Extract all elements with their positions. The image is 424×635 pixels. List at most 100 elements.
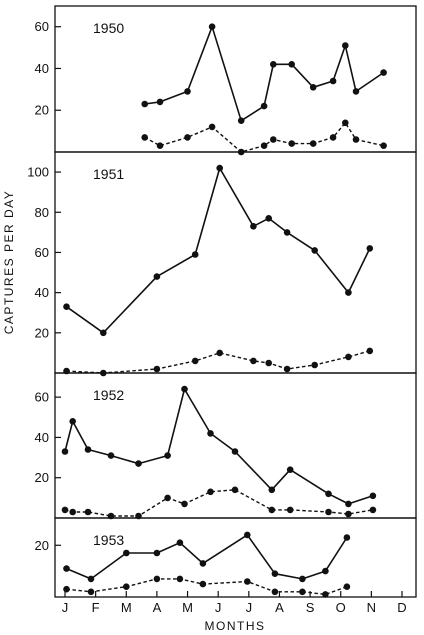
data-point-dashed (156, 142, 164, 149)
data-point-dashed (181, 500, 188, 508)
y-tick-label: 40 (35, 430, 49, 445)
data-point-solid (216, 164, 223, 172)
y-tick-label: 20 (35, 325, 49, 340)
y-tick-label: 20 (35, 470, 49, 485)
data-point-dashed (231, 486, 239, 494)
y-tick-label: 80 (35, 205, 49, 220)
x-tick-label: F (92, 600, 100, 615)
data-point-dashed (366, 347, 374, 355)
data-point-solid (265, 215, 273, 222)
data-point-solid (231, 448, 239, 455)
data-point-dashed (176, 575, 184, 583)
panel-year-label: 1953 (93, 532, 124, 548)
data-point-dashed (199, 580, 207, 588)
data-point-dashed (87, 588, 95, 596)
data-point-dashed (288, 140, 296, 147)
data-point-dashed (352, 136, 360, 143)
y-tick-label: 60 (35, 19, 49, 34)
data-point-dashed (369, 506, 377, 514)
data-point-solid (63, 565, 70, 572)
data-point-solid (156, 98, 164, 106)
x-tick-label: J (215, 600, 222, 615)
data-point-dashed (207, 488, 214, 496)
y-tick-label: 20 (35, 538, 49, 553)
data-point-solid (322, 567, 329, 575)
x-tick-label: J (62, 600, 69, 615)
panel-1953: 20 1953 (35, 517, 417, 598)
panel-year-label: 1950 (93, 20, 124, 36)
data-point-dashed (191, 357, 199, 365)
data-point-solid (164, 452, 171, 459)
data-point-dashed (61, 506, 69, 514)
data-point-solid (199, 560, 207, 567)
data-point-solid (244, 531, 251, 539)
y-tick-label: 100 (27, 165, 49, 180)
data-point-solid (271, 570, 279, 577)
data-point-dashed (343, 583, 351, 590)
y-axis-title: CAPTURES PER DAY (2, 190, 16, 334)
y-tick-label: 20 (35, 103, 49, 118)
data-point-solid (250, 223, 257, 230)
data-point-solid (369, 492, 377, 500)
data-point-dashed (216, 349, 223, 357)
data-point-solid (329, 77, 337, 85)
x-tick-label: M (182, 600, 193, 615)
series-line-solid (64, 388, 374, 505)
panel-year-label: 1952 (93, 387, 124, 403)
data-point-dashed (271, 588, 279, 596)
data-point-solid (123, 549, 130, 557)
series-line-dashed (66, 350, 370, 374)
data-point-solid (207, 430, 214, 437)
data-point-solid (63, 303, 70, 311)
data-point-solid (345, 500, 352, 508)
data-point-dashed (322, 591, 329, 598)
y-tick-label: 60 (35, 245, 49, 260)
x-tick-label: M (121, 600, 132, 615)
data-point-solid (260, 102, 268, 110)
data-point-solid (286, 466, 294, 474)
panel-year-label: 1951 (93, 166, 124, 182)
data-point-solid (61, 448, 69, 455)
data-point-solid (141, 100, 148, 108)
data-point-solid (181, 385, 188, 393)
panel-frame (54, 517, 417, 598)
data-point-solid (100, 329, 107, 337)
data-point-solid (380, 69, 387, 76)
data-point-solid (343, 534, 351, 541)
data-point-solid (208, 23, 216, 31)
x-tick-label: A (153, 600, 162, 615)
data-point-solid (237, 117, 245, 124)
data-point-dashed (153, 575, 161, 583)
panel-1951: 20 40 60 80 100 1951 (27, 151, 417, 377)
data-point-dashed (309, 140, 317, 147)
data-point-solid (345, 289, 352, 296)
data-point-dashed (84, 508, 92, 516)
data-point-solid (153, 273, 161, 280)
data-point-dashed (63, 585, 70, 593)
data-point-solid (309, 84, 317, 91)
data-point-solid (69, 418, 76, 425)
data-point-solid (153, 549, 161, 557)
panel-1950: 20 40 60 1950 (35, 5, 417, 156)
data-point-solid (84, 446, 92, 453)
data-point-dashed (268, 506, 276, 514)
data-point-dashed (164, 494, 171, 502)
y-tick-label: 40 (35, 61, 49, 76)
data-point-solid (325, 490, 332, 498)
data-point-solid (135, 460, 142, 467)
x-tick-label: O (336, 600, 346, 615)
data-point-dashed (329, 134, 337, 141)
data-point-dashed (299, 588, 306, 596)
x-tick-label: J (246, 600, 253, 615)
data-point-dashed (345, 510, 352, 518)
data-point-dashed (69, 508, 76, 516)
data-point-dashed (286, 506, 294, 514)
data-point-solid (268, 486, 276, 494)
panel-1952: 20 40 60 1952 (35, 372, 417, 520)
data-point-dashed (250, 357, 257, 365)
data-point-solid (299, 575, 306, 583)
data-point-dashed (342, 119, 349, 127)
data-point-dashed (380, 142, 387, 149)
data-point-dashed (325, 508, 332, 516)
